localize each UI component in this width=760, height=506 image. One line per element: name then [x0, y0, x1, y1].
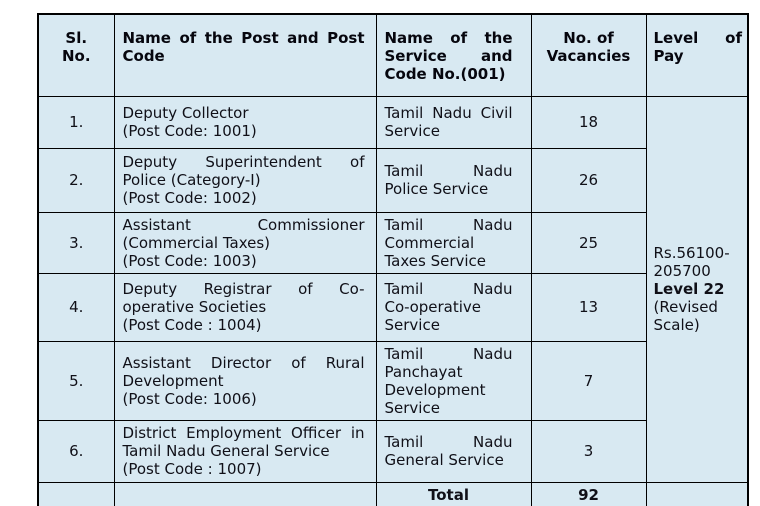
vacancy-table: Sl. No. Name of the Post and Post Code N… — [37, 13, 749, 506]
post-cell: Deputy Superintendent of Police (Categor… — [113, 147, 377, 213]
service-name: Tamil Nadu Co‑operative Service — [375, 272, 532, 342]
header-vacancies: No. of Vacancies — [530, 13, 647, 97]
header-pay: Level of Pay — [645, 13, 749, 97]
header-service: Name of the Service and Code No.(001) — [375, 13, 532, 97]
total-empty-sl — [37, 481, 115, 506]
post-code: (Post Code : 1004) — [122, 316, 262, 334]
vacancy-count: 7 — [530, 340, 647, 421]
header-sl-no: Sl. No. — [37, 13, 115, 97]
post-cell: District Employment Officer in Tamil Nad… — [113, 419, 377, 483]
sl-no: 2. — [37, 147, 115, 213]
post-name: Deputy Collector — [122, 104, 249, 122]
total-empty-pay — [645, 481, 749, 506]
sl-no: 4. — [37, 272, 115, 342]
vacancy-count: 3 — [530, 419, 647, 483]
table-row: 6. District Employment Officer in Tamil … — [37, 419, 748, 483]
pay-scale: (Revised Scale) — [653, 298, 718, 334]
pay-level: Level 22 — [653, 280, 725, 298]
total-value: 92 — [530, 481, 647, 506]
pay-amount: Rs.56100-205700 — [653, 244, 730, 280]
sl-no: 6. — [37, 419, 115, 483]
post-cell: Assistant Commissioner (Commercial Taxes… — [113, 211, 377, 274]
table-row: 3. Assistant Commissioner (Commercial Ta… — [37, 211, 748, 274]
total-row: Total 92 — [37, 481, 749, 506]
total-empty-post — [113, 481, 377, 506]
vacancy-count: 26 — [530, 147, 647, 213]
sl-no: 5. — [37, 340, 115, 421]
post-name: District Employment Officer in Tamil Nad… — [122, 424, 365, 460]
service-name: Tamil Nadu Civil Service — [375, 95, 532, 149]
header-post: Name of the Post and Post Code — [113, 13, 377, 97]
post-name: Deputy Registrar of Co-operative Societi… — [122, 280, 365, 316]
service-name: Tamil Nadu Commercial Taxes Service — [375, 211, 532, 274]
sl-no: 3. — [37, 211, 115, 274]
table-row: 4. Deputy Registrar of Co-operative Soci… — [37, 272, 748, 342]
post-cell: Deputy Collector (Post Code: 1001) — [113, 95, 377, 149]
post-code: (Post Code: 1002) — [122, 189, 257, 207]
post-name: Deputy Superintendent of Police (Categor… — [122, 153, 365, 189]
sl-no: 1. — [37, 95, 115, 149]
vacancy-count: 18 — [530, 95, 647, 149]
vacancy-count: 25 — [530, 211, 647, 274]
total-label: Total — [375, 481, 532, 506]
post-code: (Post Code : 1007) — [122, 460, 262, 478]
post-code: (Post Code: 1006) — [122, 389, 257, 408]
post-cell: Assistant Director of Rural Development … — [113, 340, 377, 421]
service-name: Tamil Nadu Panchayat Development Service — [375, 340, 532, 421]
pay-cell: Rs.56100-205700 Level 22 (Revised Scale) — [645, 95, 749, 483]
post-code: (Post Code: 1003) — [122, 251, 257, 270]
service-name: Tamil Nadu Police Service — [375, 147, 532, 213]
table-row: 1. Deputy Collector (Post Code: 1001) Ta… — [37, 95, 749, 483]
table-row: 5. Assistant Director of Rural Developme… — [37, 340, 748, 421]
service-name: Tamil Nadu General Service — [375, 419, 532, 483]
header-row: Sl. No. Name of the Post and Post Code N… — [37, 13, 749, 97]
post-code: (Post Code: 1001) — [122, 122, 257, 140]
post-name: Assistant Director of Rural Development — [122, 353, 365, 390]
vacancy-count: 13 — [530, 272, 647, 342]
post-name: Assistant Commissioner (Commercial Taxes… — [122, 215, 365, 252]
table-row: 2. Deputy Superintendent of Police (Cate… — [37, 147, 748, 213]
post-cell: Deputy Registrar of Co-operative Societi… — [113, 272, 377, 342]
